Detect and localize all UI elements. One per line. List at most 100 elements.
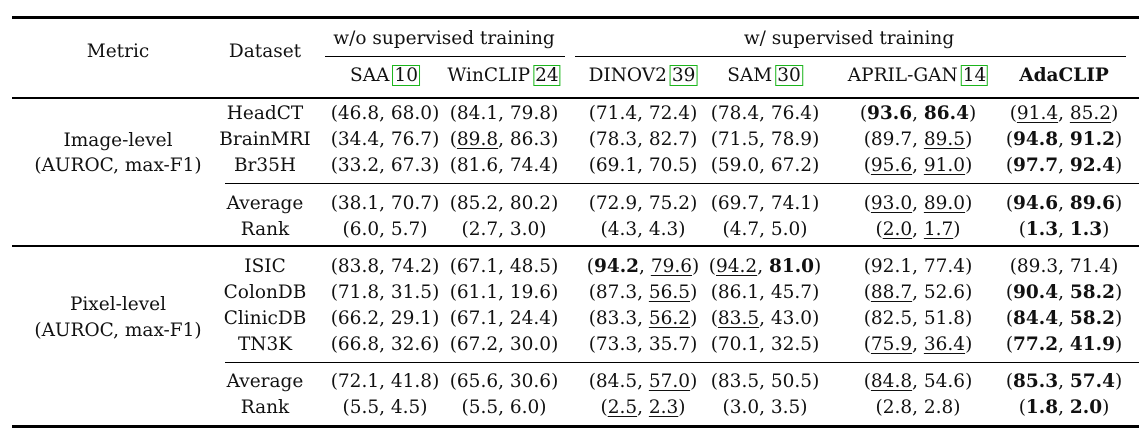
cell-value-maxf1: 30.0 <box>509 334 552 355</box>
cell-value-maxf1: 5.7 <box>390 219 421 240</box>
cell-value-maxf1: 91.2 <box>1069 129 1115 150</box>
cell-value-auroc: 71.4 <box>595 103 638 124</box>
cell-value-maxf1: 78.9 <box>770 129 813 150</box>
table-cell: (89.3, 71.4) <box>1009 256 1119 277</box>
dataset-name: ColonDB <box>224 282 307 304</box>
section-label: Image-level <box>63 130 172 152</box>
table-cell: (2.5, 2.3) <box>600 397 686 418</box>
cell-value-maxf1: 32.5 <box>770 334 813 355</box>
cell-value-auroc: 67.2 <box>456 334 499 355</box>
table-cell: (73.3, 35.7) <box>588 334 698 355</box>
table-cell: (83.3, 56.2) <box>588 308 698 329</box>
table-cell: (84.8, 54.6) <box>863 371 973 392</box>
cell-value-maxf1: 92.4 <box>1069 155 1115 176</box>
table-cell: (71.5, 78.9) <box>710 129 820 150</box>
cell-value-maxf1: 43.0 <box>770 308 813 329</box>
cell-value-maxf1: 76.7 <box>390 129 433 150</box>
cell-value-maxf1: 70.5 <box>648 155 691 176</box>
summary-rule <box>225 362 1139 363</box>
cell-value-maxf1: 72.4 <box>648 103 691 124</box>
table-cell: (6.0, 5.7) <box>342 219 428 240</box>
cell-value-maxf1: 31.5 <box>390 282 433 303</box>
table-cell: (82.5, 51.8) <box>863 308 973 329</box>
table-cell: (75.9, 36.4) <box>863 334 973 355</box>
cell-value-maxf1: 56.2 <box>648 308 691 329</box>
table-cell: (84.4, 58.2) <box>1005 308 1123 329</box>
cell-value-auroc: 90.4 <box>1013 282 1059 303</box>
cell-value-maxf1: 1.7 <box>923 219 954 240</box>
summary-name: Average <box>227 371 304 393</box>
top-rule <box>12 16 1139 19</box>
cell-value-auroc: 83.5 <box>717 371 760 392</box>
cell-value-auroc: 84.5 <box>595 371 638 392</box>
citation-link[interactable]: 30 <box>775 65 803 86</box>
method-header: APRIL-GAN 14 <box>848 65 989 87</box>
table-cell: (65.6, 30.6) <box>449 371 559 392</box>
cell-value-maxf1: 82.7 <box>648 129 691 150</box>
cell-value-maxf1: 86.3 <box>509 129 552 150</box>
method-header: DINOV2 39 <box>589 65 698 87</box>
method-name: SAM <box>727 65 773 86</box>
method-header: AdaCLIP <box>1019 65 1109 87</box>
table-cell: (94.8, 91.2) <box>1005 129 1123 150</box>
cell-value-auroc: 2.0 <box>882 219 913 240</box>
citation-link[interactable]: 14 <box>960 65 989 86</box>
citation-number: 24 <box>535 65 559 86</box>
group-rule-supervised <box>575 56 1126 57</box>
summary-label: Average <box>226 371 304 392</box>
cell-value-auroc: 34.4 <box>337 129 380 150</box>
dataset-label: ISIC <box>244 256 286 277</box>
table-cell: (77.2, 41.9) <box>1005 334 1123 355</box>
cell-value-auroc: 87.3 <box>595 282 638 303</box>
table-cell: (87.3, 56.5) <box>588 282 698 303</box>
table-cell: (72.1, 41.8) <box>330 371 440 392</box>
table-cell: (94.6, 89.6) <box>1005 193 1123 214</box>
method-header: WinCLIP 24 <box>447 65 561 87</box>
dataset-label: HeadCT <box>226 103 304 124</box>
cell-value-maxf1: 51.8 <box>923 308 966 329</box>
citation-link[interactable]: 39 <box>669 65 698 86</box>
table-cell: (92.1, 77.4) <box>863 256 973 277</box>
cell-value-maxf1: 58.2 <box>1069 308 1115 329</box>
table-cell: (67.2, 30.0) <box>449 334 559 355</box>
table-cell: (66.2, 29.1) <box>330 308 440 329</box>
citation-number: 10 <box>394 65 418 86</box>
cell-value-maxf1: 36.4 <box>923 334 966 355</box>
cell-value-maxf1: 58.2 <box>1069 282 1115 303</box>
header-rule <box>12 97 1139 99</box>
cell-value-maxf1: 57.4 <box>1069 371 1115 392</box>
cell-value-maxf1: 68.0 <box>390 103 433 124</box>
cell-value-auroc: 69.7 <box>717 193 760 214</box>
dataset-name: ISIC <box>244 256 285 278</box>
table-cell: (34.4, 76.7) <box>330 129 440 150</box>
cell-value-auroc: 91.4 <box>1016 103 1059 124</box>
table-cell: (4.7, 5.0) <box>722 219 808 240</box>
cell-value-auroc: 93.6 <box>867 103 913 124</box>
dataset-name: BrainMRI <box>219 129 310 151</box>
cell-value-auroc: 94.2 <box>715 256 758 277</box>
table-cell: (78.4, 76.4) <box>710 103 820 124</box>
section-label-line2: (AUROC, max-F1) <box>34 155 202 176</box>
table-cell: (94.2, 81.0) <box>708 256 822 277</box>
cell-value-maxf1: 6.0 <box>509 397 540 418</box>
cell-value-auroc: 84.8 <box>870 371 913 392</box>
table-cell: (5.5, 4.5) <box>342 397 428 418</box>
cell-value-maxf1: 32.6 <box>390 334 433 355</box>
cell-value-maxf1: 19.6 <box>509 282 552 303</box>
citation-link[interactable]: 10 <box>392 65 420 86</box>
dataset-name: Br35H <box>234 155 296 177</box>
summary-name: Rank <box>241 397 290 419</box>
table-cell: (3.0, 3.5) <box>722 397 808 418</box>
cell-value-auroc: 81.6 <box>456 155 499 176</box>
table-cell: (83.8, 74.2) <box>330 256 440 277</box>
table-cell: (85.3, 57.4) <box>1005 371 1123 392</box>
cell-value-auroc: 89.3 <box>1016 256 1059 277</box>
table-cell: (78.3, 82.7) <box>588 129 698 150</box>
group-rule-unsupervised <box>325 56 565 57</box>
table-cell: (89.7, 89.5) <box>863 129 973 150</box>
method-name: AdaCLIP <box>1019 65 1109 86</box>
citation-link[interactable]: 24 <box>533 65 561 86</box>
cell-value-auroc: 5.5 <box>349 397 380 418</box>
header-metric: Metric <box>86 41 150 62</box>
cell-value-maxf1: 48.5 <box>509 256 552 277</box>
